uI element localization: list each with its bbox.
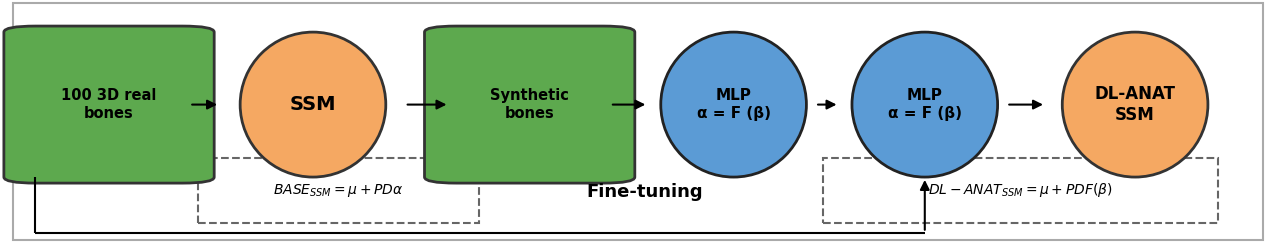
Text: Fine-tuning: Fine-tuning [586, 182, 703, 200]
FancyBboxPatch shape [823, 158, 1219, 223]
Text: 100 3D real
bones: 100 3D real bones [61, 88, 157, 121]
Text: Synthetic
bones: Synthetic bones [490, 88, 569, 121]
Ellipse shape [1063, 32, 1208, 177]
FancyBboxPatch shape [198, 158, 478, 223]
Text: DL-ANAT
SSM: DL-ANAT SSM [1095, 85, 1175, 124]
Ellipse shape [852, 32, 998, 177]
FancyBboxPatch shape [4, 26, 214, 183]
Text: SSM: SSM [290, 95, 336, 114]
Text: $DL - ANAT_{SSM} = \mu + PDF(\beta)$: $DL - ANAT_{SSM} = \mu + PDF(\beta)$ [928, 181, 1113, 199]
Ellipse shape [240, 32, 385, 177]
Ellipse shape [661, 32, 806, 177]
Text: MLP
α = F (β): MLP α = F (β) [697, 88, 771, 121]
Text: MLP
α = F (β): MLP α = F (β) [888, 88, 962, 121]
Text: $BASE_{SSM} = \mu + PD\alpha$: $BASE_{SSM} = \mu + PD\alpha$ [273, 182, 403, 199]
FancyBboxPatch shape [425, 26, 635, 183]
FancyBboxPatch shape [14, 3, 1262, 240]
